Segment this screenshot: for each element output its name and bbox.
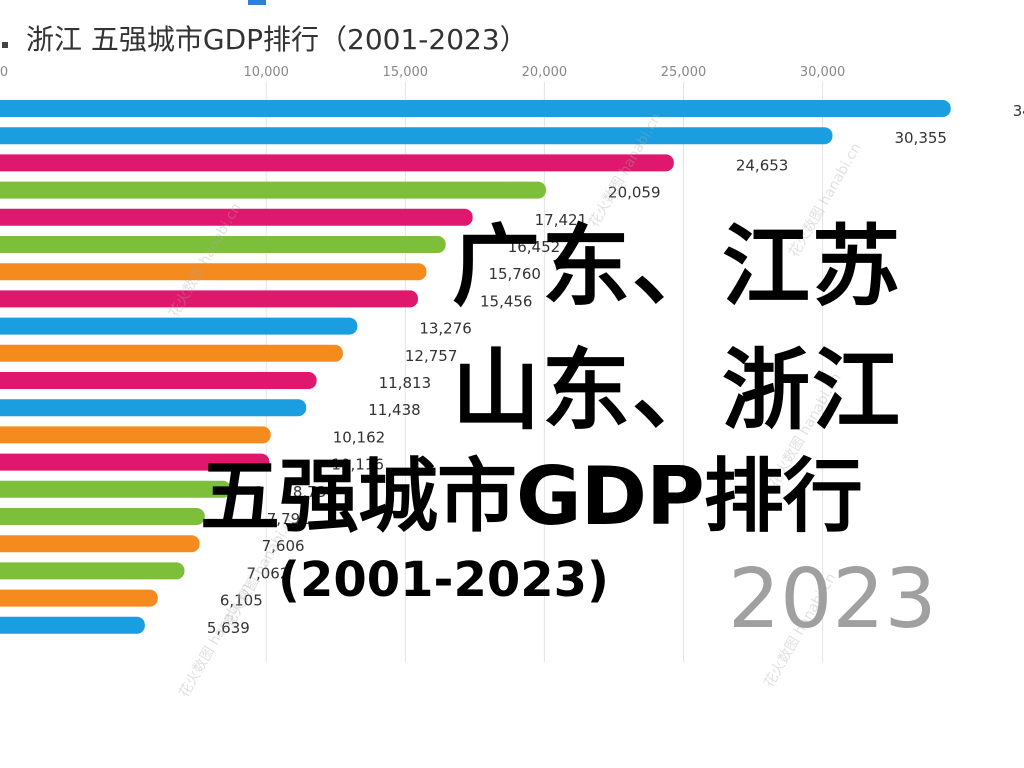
bar-value-label: 11,438 xyxy=(368,401,421,419)
bar-value-label: 20,059 xyxy=(608,184,661,202)
bar xyxy=(0,616,145,634)
bar xyxy=(0,535,200,553)
year-label: 2023 xyxy=(728,552,937,647)
bar xyxy=(0,562,185,580)
bar-value-label: 7,791 xyxy=(267,510,310,528)
bar xyxy=(0,263,427,281)
overlay-title-line-2: 山东、浙江 xyxy=(452,339,903,442)
bar xyxy=(0,154,674,172)
chart-title: 浙江 五强城市GDP排行（2001-2023） xyxy=(26,23,528,56)
bar-value-label: 6,105 xyxy=(220,592,263,610)
bar-value-label: 5,639 xyxy=(207,619,250,637)
bar-value-label: 10,162 xyxy=(333,428,386,446)
bar-value-label: 34,606 xyxy=(1013,102,1024,120)
top-accent-strip xyxy=(248,0,266,5)
bar xyxy=(0,317,358,335)
bar xyxy=(0,372,317,389)
x-tick-label: 30,000 xyxy=(800,65,846,80)
bar xyxy=(0,399,307,417)
bar-value-label: 7,606 xyxy=(262,537,305,555)
overlay-title-line-1: 广东、江苏 xyxy=(452,215,903,318)
overlay-title-line-3: 五强城市GDP排行 xyxy=(200,450,863,543)
bar xyxy=(0,181,547,199)
x-tick-label: 20,000 xyxy=(522,65,568,80)
bar xyxy=(0,453,270,471)
bar-value-label: 7,062 xyxy=(246,564,289,582)
bar-value-label: 8,730 xyxy=(293,483,336,501)
bar xyxy=(0,208,473,226)
bar-value-label: 10,116 xyxy=(331,456,384,474)
bar xyxy=(0,589,158,607)
x-tick-label: 10,000 xyxy=(243,65,289,80)
bar xyxy=(0,426,271,444)
bar xyxy=(0,508,205,525)
bar xyxy=(0,290,418,308)
x-tick-label: 15,000 xyxy=(383,65,429,80)
bar-value-label: 13,276 xyxy=(419,320,472,338)
bar xyxy=(0,127,833,145)
x-tick-label: 0 xyxy=(0,65,8,80)
bar xyxy=(0,236,446,253)
bar xyxy=(0,480,231,498)
bar-value-label: 17,421 xyxy=(535,211,588,229)
bar-layer xyxy=(0,100,951,634)
bar xyxy=(0,100,951,117)
bar-value-label: 24,653 xyxy=(736,156,789,174)
overlay-title-line-4: (2001-2023) xyxy=(278,552,609,608)
tick-label-layer: 0 10,000 15,000 20,000 25,000 30,000 xyxy=(0,65,845,80)
title-bullet xyxy=(2,42,8,48)
value-label-layer: 34,606 30,355 24,653 20,059 17,421 16,452 15,7… xyxy=(207,102,1024,637)
bar-value-label: 12,757 xyxy=(405,347,458,365)
bar-value-label: 15,760 xyxy=(488,265,541,283)
bar-value-label: 15,456 xyxy=(480,292,533,310)
bar-value-label: 16,452 xyxy=(508,238,561,256)
bar-value-label: 11,813 xyxy=(379,374,432,392)
bar xyxy=(0,344,343,362)
x-tick-label: 25,000 xyxy=(661,65,707,80)
bar-value-label: 30,355 xyxy=(894,129,947,147)
